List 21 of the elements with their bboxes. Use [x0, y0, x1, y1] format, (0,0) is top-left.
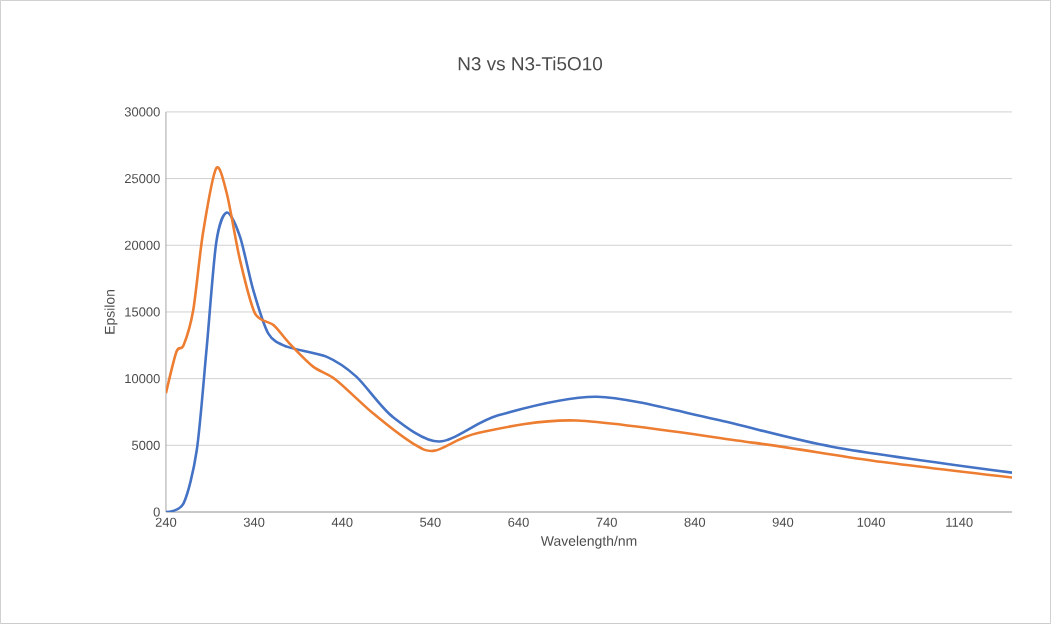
- x-tick-label: 940: [772, 517, 794, 527]
- line-series: [165, 167, 1013, 479]
- chart-title: N3 vs N3-Ti5O10: [458, 56, 603, 71]
- x-tick-label: 1140: [946, 517, 973, 527]
- y-tick-label: 10000: [125, 374, 160, 384]
- x-tick-label: 740: [596, 517, 617, 527]
- x-tick-label: 440: [331, 517, 353, 527]
- x-tick-label: 540: [420, 517, 441, 527]
- x-axis-title: Wavelength/nm: [540, 535, 637, 549]
- y-tick-label: 30000: [124, 107, 160, 117]
- y-tick-label: 0: [153, 507, 160, 517]
- x-tick-label: 1040: [857, 517, 885, 527]
- x-tick-label: 640: [508, 517, 529, 527]
- y-axis-title: Epsilon: [104, 290, 118, 334]
- y-tick-label: 15000: [125, 307, 160, 317]
- y-tick-label: 5000: [131, 440, 160, 450]
- y-tick-label: 25000: [124, 174, 160, 184]
- x-tick-label: 840: [684, 517, 706, 527]
- y-tick-label: 20000: [124, 240, 160, 250]
- x-tick-label: 340: [243, 517, 265, 527]
- x-tick-label: 240: [155, 517, 177, 527]
